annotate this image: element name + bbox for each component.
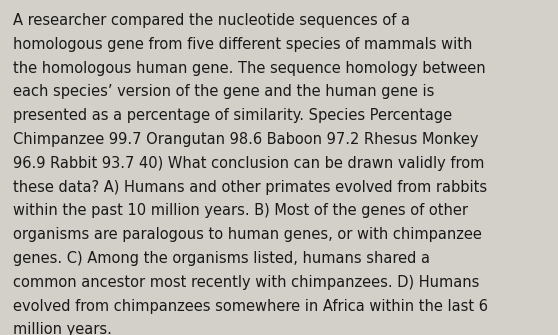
Text: evolved from chimpanzees somewhere in Africa within the last 6: evolved from chimpanzees somewhere in Af… — [13, 298, 488, 314]
Text: million years.: million years. — [13, 322, 112, 335]
Text: Chimpanzee 99.7 Orangutan 98.6 Baboon 97.2 Rhesus Monkey: Chimpanzee 99.7 Orangutan 98.6 Baboon 97… — [13, 132, 479, 147]
Text: each species’ version of the gene and the human gene is: each species’ version of the gene and th… — [13, 84, 434, 99]
Text: 96.9 Rabbit 93.7 40) What conclusion can be drawn validly from: 96.9 Rabbit 93.7 40) What conclusion can… — [13, 156, 484, 171]
Text: genes. C) Among the organisms listed, humans shared a: genes. C) Among the organisms listed, hu… — [13, 251, 430, 266]
Text: these data? A) Humans and other primates evolved from rabbits: these data? A) Humans and other primates… — [13, 180, 487, 195]
Text: within the past 10 million years. B) Most of the genes of other: within the past 10 million years. B) Mos… — [13, 203, 468, 218]
Text: common ancestor most recently with chimpanzees. D) Humans: common ancestor most recently with chimp… — [13, 275, 479, 290]
Text: homologous gene from five different species of mammals with: homologous gene from five different spec… — [13, 37, 473, 52]
Text: presented as a percentage of similarity. Species Percentage: presented as a percentage of similarity.… — [13, 108, 452, 123]
Text: the homologous human gene. The sequence homology between: the homologous human gene. The sequence … — [13, 61, 485, 76]
Text: A researcher compared the nucleotide sequences of a: A researcher compared the nucleotide seq… — [13, 13, 410, 28]
Text: organisms are paralogous to human genes, or with chimpanzee: organisms are paralogous to human genes,… — [13, 227, 482, 242]
